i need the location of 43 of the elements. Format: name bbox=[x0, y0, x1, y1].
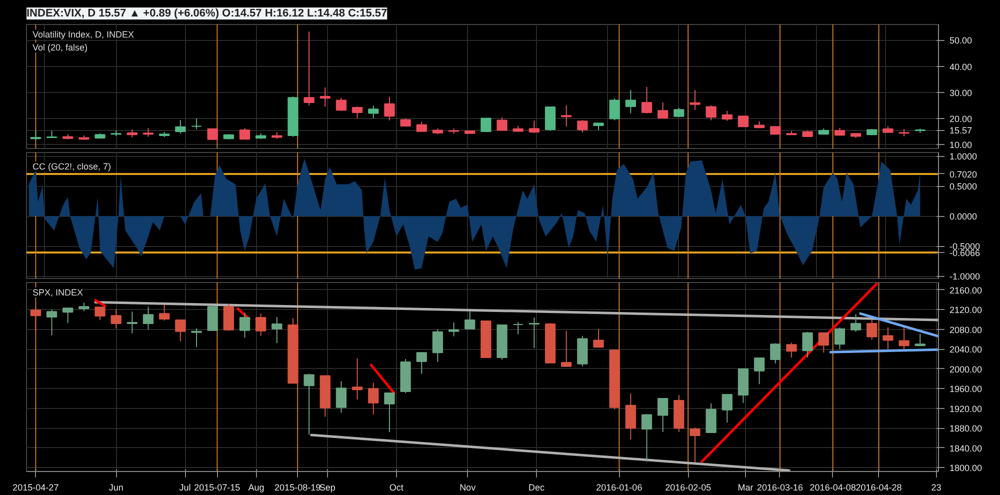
y-tick-label: 2120.00 bbox=[950, 305, 982, 316]
ref-line-label: 2015-04-27 bbox=[12, 482, 59, 492]
ref-line-label: 2015-07-15 bbox=[194, 482, 240, 492]
y-tick-label: 20.00 bbox=[950, 114, 972, 124]
text: CC (GC2!, close, 7) bbox=[32, 162, 112, 172]
ref-line-label: 2016-04-28 bbox=[856, 482, 902, 492]
ref-line-label: 2016-04-08 bbox=[810, 482, 856, 492]
y-tick-label: 1920.00 bbox=[950, 404, 982, 414]
y-tick-label: 1840.00 bbox=[950, 443, 982, 454]
x-tick-label: Oct bbox=[389, 482, 404, 492]
y-tick-label: 15.57 bbox=[950, 126, 972, 136]
y-tick-label: 1800.00 bbox=[950, 463, 982, 474]
x-tick-label: Aug bbox=[248, 482, 264, 492]
y-tick-label: 10.00 bbox=[950, 140, 972, 150]
ref-line-label: 2015-08-19 bbox=[274, 482, 321, 492]
y-tick-label: 2040.00 bbox=[950, 344, 982, 355]
y-tick-label: 0.5000 bbox=[950, 182, 978, 192]
ref-line-label: 2016-02-05 bbox=[665, 482, 712, 492]
y-tick-label: 1.0000 bbox=[950, 152, 978, 162]
text: Volatility Index, D, INDEX bbox=[32, 30, 134, 40]
x-tick-label: 23 bbox=[931, 482, 942, 492]
x-tick-label: Sep bbox=[319, 482, 336, 492]
y-tick-label: 1880.00 bbox=[950, 424, 982, 434]
y-tick-label: 2080.00 bbox=[950, 324, 982, 335]
y-tick-label: 0.0000 bbox=[950, 212, 978, 222]
x-tick-label: Jul bbox=[179, 482, 191, 492]
y-tick-label: -1.0000 bbox=[950, 272, 980, 282]
y-tick-label: 30.00 bbox=[950, 88, 972, 98]
chart-title: INDEX:VIX, D 15.57 ▲ +0.89 (+6.06%) O:14.57 H:16.12 L:14.48 C:15.57 bbox=[26, 8, 388, 20]
y-tick-label: 40.00 bbox=[950, 62, 972, 72]
text: SPX, INDEX bbox=[32, 288, 84, 298]
x-tick-label: Nov bbox=[460, 482, 476, 492]
ref-line-label: 2016-03-16 bbox=[756, 482, 804, 492]
y-tick-label: 2000.00 bbox=[950, 364, 982, 374]
ref-line-label: 2016-01-06 bbox=[596, 482, 642, 492]
ref-line-label: 0.7020 bbox=[950, 169, 978, 180]
y-tick-label: 2160.00 bbox=[950, 285, 982, 296]
x-tick-label: Mar bbox=[738, 482, 754, 492]
y-tick-label: 50.00 bbox=[950, 36, 972, 46]
annotation: Vol (20, false) bbox=[32, 42, 88, 52]
y-tick-label: 1960.00 bbox=[950, 384, 982, 394]
x-tick-label: Jun bbox=[108, 482, 124, 492]
x-tick-label: Dec bbox=[528, 482, 545, 492]
